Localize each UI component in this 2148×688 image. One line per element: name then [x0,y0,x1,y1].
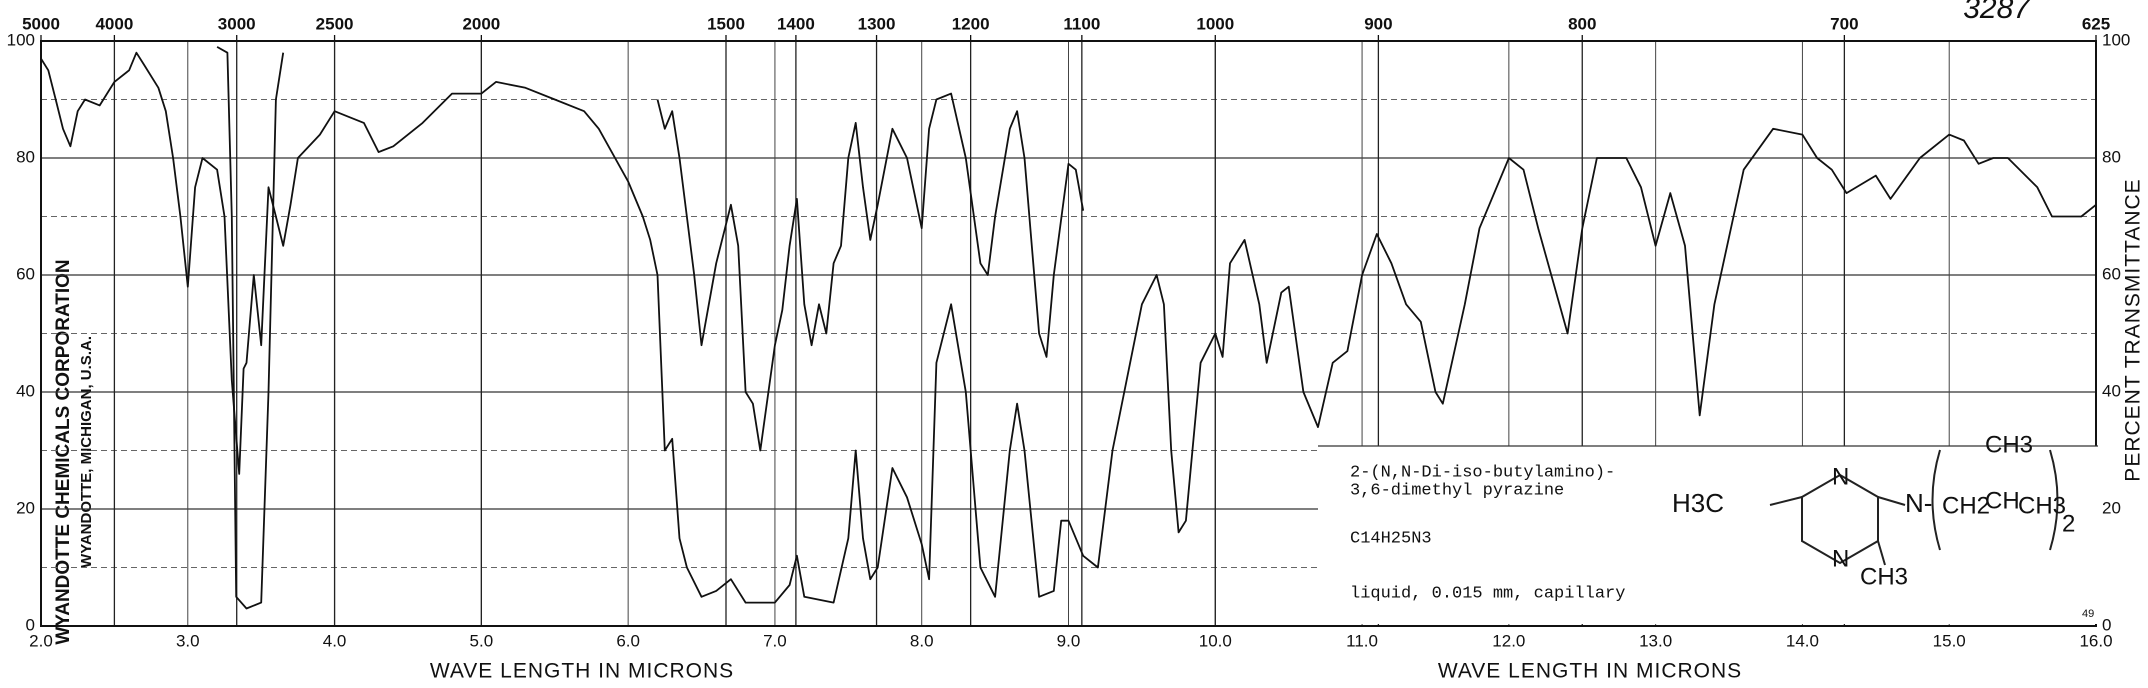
x-tick-label: 12.0 [1492,631,1525,650]
x-tick-label: 14.0 [1786,631,1819,650]
x-tick-label: 9.0 [1057,631,1081,650]
x-tick-label: 4.0 [323,631,347,650]
company-location: WYANDOTTE, MICHIGAN, U.S.A. [78,336,95,568]
y-tick-label: 20 [16,498,35,517]
x-tick-label: 3.0 [176,631,200,650]
y-axis-label: PERCENT TRANSMITTANCE [2122,178,2145,481]
company: WYANDOTTE CHEMICALS CORPORATION [53,259,74,644]
structure-label: CH3 [1860,563,1908,590]
x2-tick-label: 4000 [95,14,133,33]
x-axis-label: WAVE LENGTH IN MICRONS [430,660,734,683]
structure-label: N [1832,545,1849,572]
structure-label: N [1832,463,1849,490]
structure-labels: H3C N N CH3 N- CH3 CH2 CH CH3 2 [1672,431,2075,590]
x-axis-label: WAVE LENGTH IN MICRONS [1438,660,1742,683]
x-tick-label: 11.0 [1346,631,1378,650]
y-tick-label: 40 [16,381,35,400]
structure-label: CH3 [2018,492,2066,519]
paren [1931,449,1941,551]
x2-tick-label: 1300 [858,14,896,33]
catalog-number: 3287 [1963,0,2031,25]
x-tick-label: 16.0 [2079,631,2112,650]
x2-tick-label: 1100 [1063,14,1100,33]
y-tick-label-right: 20 [2102,498,2121,517]
x2-tick-label: 1000 [1196,14,1234,33]
structure-label: CH [1985,487,2020,514]
annotation-box: 2-(N,N-Di-iso-butylamino)- 3,6-dimethyl … [1318,445,2098,624]
x-tick-label: 2.0 [29,631,53,650]
x-tick-label: 15.0 [1933,631,1966,650]
x-tick-label: 13.0 [1639,631,1672,650]
bond [1877,496,1906,506]
compound-name: 3,6-dimethyl pyrazine [1350,481,1564,500]
sample-info: liquid, 0.015 mm, capillary [1350,584,1625,603]
structure-label: CH2 [1942,492,1990,519]
formula: C14H25N3 [1350,529,1432,548]
structure [1769,449,2059,566]
x-tick-label: 6.0 [616,631,640,650]
x2-tick-label: 3000 [218,14,256,33]
x2-tick-label: 1200 [952,14,990,33]
spectrum-line [216,46,285,610]
structure-label: CH3 [1985,431,2033,458]
plot-frame [40,40,2097,627]
y-tick-label: 80 [16,147,35,166]
y-tick-label-right: 100 [2102,30,2130,49]
y-tick-label: 100 [7,30,35,49]
structure-label: N- [1905,488,1932,518]
y-tick-label: 60 [16,264,35,283]
spectrum-line [40,51,2097,604]
x-tick-label: 10.0 [1199,631,1232,650]
structure-label: H3C [1672,488,1724,518]
x-tick-label: 7.0 [763,631,787,650]
x2-tick-label: 900 [1364,14,1392,33]
x2-tick-label: 2500 [316,14,354,33]
y-tick-label: 0 [26,615,35,634]
bond [1769,496,1803,506]
x2-tick-label: 5000 [22,14,60,33]
x2-tick-label: 700 [1830,14,1858,33]
x-tick-label: 8.0 [910,631,934,650]
x2-tick-label: 1500 [707,14,745,33]
annotation-background [1318,446,2098,624]
plot: 0 0 20 20 40 40 60 60 80 80 100 100 2.0 3.0 4.0 5.0 6.0 7… [7,14,2131,650]
x-tick-label: 5.0 [470,631,494,650]
spectrum-line [656,92,1085,452]
x2-tick-label: 800 [1568,14,1596,33]
compound-name: 2-(N,N-Di-iso-butylamino)- [1350,463,1615,482]
y-tick-label-right: 0 [2102,615,2111,634]
x2-tick-label: 1400 [777,14,815,33]
x2-tick-label: 2000 [462,14,500,33]
paren [2049,449,2059,551]
y-tick-label-right: 40 [2102,381,2121,400]
y-tick-label-right: 80 [2102,147,2121,166]
y-tick-label-right: 60 [2102,264,2121,283]
page-mark: 49 [2082,608,2094,620]
structure-label: 2 [2062,510,2075,537]
bond [1877,540,1886,566]
x2-tick-label: 625 [2082,14,2110,33]
